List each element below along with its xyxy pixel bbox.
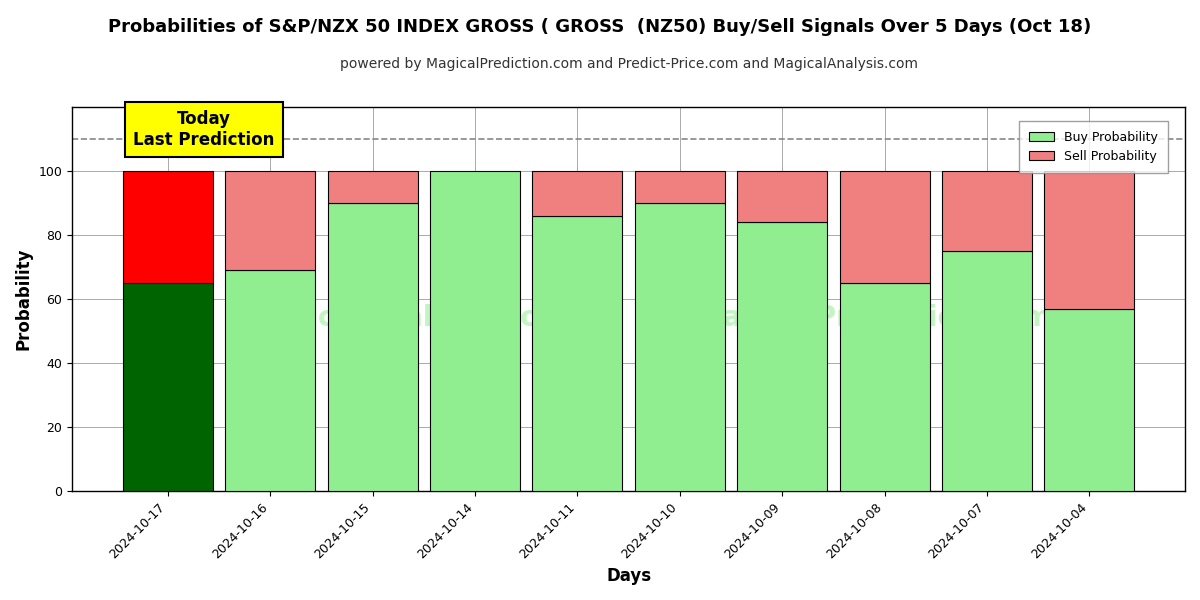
Y-axis label: Probability: Probability [16, 248, 34, 350]
Title: powered by MagicalPrediction.com and Predict-Price.com and MagicalAnalysis.com: powered by MagicalPrediction.com and Pre… [340, 57, 918, 71]
Bar [122, 283, 212, 491]
Bar [226, 171, 316, 270]
Bar [533, 171, 623, 216]
Bar [840, 171, 930, 283]
Bar [942, 251, 1032, 491]
Legend: Buy Probability, Sell Probability: Buy Probability, Sell Probability [1019, 121, 1168, 173]
Text: Today
Last Prediction: Today Last Prediction [133, 110, 275, 149]
Bar [737, 171, 827, 222]
Bar [533, 216, 623, 491]
Bar [226, 270, 316, 491]
Bar [122, 171, 212, 283]
Bar [1044, 308, 1134, 491]
Text: Probabilities of S&P/NZX 50 INDEX GROSS ( GROSS  (NZ50) Buy/Sell Signals Over 5 : Probabilities of S&P/NZX 50 INDEX GROSS … [108, 18, 1092, 36]
Bar [840, 283, 930, 491]
Bar [942, 171, 1032, 251]
Text: MagicalAnalysis.com: MagicalAnalysis.com [242, 304, 569, 332]
X-axis label: Days: Days [606, 567, 652, 585]
Bar [737, 222, 827, 491]
Bar [635, 203, 725, 491]
Bar [635, 171, 725, 203]
Bar [328, 171, 418, 203]
Bar [1044, 171, 1134, 308]
Bar [430, 171, 520, 491]
Bar [328, 203, 418, 491]
Text: MagicalPrediction.com: MagicalPrediction.com [695, 304, 1051, 332]
